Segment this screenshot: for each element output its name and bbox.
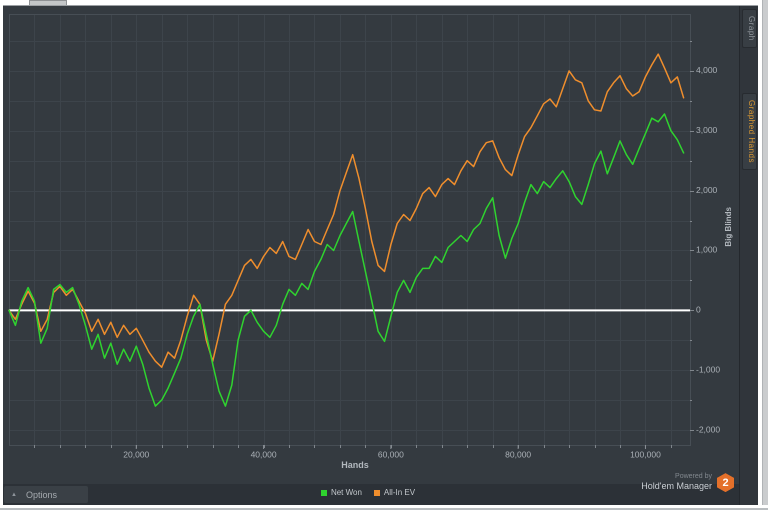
bottom-bar: ▲ Options bbox=[3, 484, 758, 505]
side-tab-strip: Graph Graphed Hands bbox=[739, 5, 758, 505]
legend: Net Won All-In EV bbox=[283, 488, 453, 497]
options-button-label: Options bbox=[25, 489, 57, 500]
legend-label-net-won: Net Won bbox=[330, 488, 362, 497]
legend-item-net-won: Net Won bbox=[320, 488, 362, 497]
tab-graph[interactable]: Graph bbox=[742, 9, 757, 48]
top-margin bbox=[0, 0, 768, 6]
powered-by-line: Powered by bbox=[675, 473, 712, 480]
window-tab-fragment[interactable] bbox=[29, 0, 67, 5]
legend-label-all-in-ev: All-In EV bbox=[383, 488, 416, 497]
graph-window: Hands Big Blinds ▲ Options Net Won All-I… bbox=[3, 5, 758, 505]
bottom-divider bbox=[0, 508, 768, 510]
brand-name: Hold'em Manager bbox=[641, 481, 712, 492]
legend-item-all-in-ev: All-In EV bbox=[373, 488, 416, 497]
powered-by-text: Powered by Hold'em Manager bbox=[641, 473, 712, 492]
net-won-swatch-icon bbox=[320, 489, 327, 496]
left-margin bbox=[0, 5, 3, 505]
right-margin bbox=[758, 0, 762, 513]
tab-graphed-hands[interactable]: Graphed Hands bbox=[742, 93, 757, 170]
collapse-arrow-icon: ▲ bbox=[11, 491, 17, 498]
y-axis-title: Big Blinds bbox=[724, 207, 733, 247]
holdem-manager-2-logo-icon: 2 bbox=[717, 473, 734, 493]
powered-by-block: Powered by Hold'em Manager 2 bbox=[641, 473, 734, 493]
all-in-ev-swatch-icon bbox=[373, 489, 380, 496]
options-button[interactable]: ▲ Options bbox=[4, 486, 88, 503]
x-axis-title: Hands bbox=[341, 460, 369, 470]
right-outer-panel bbox=[762, 0, 768, 513]
